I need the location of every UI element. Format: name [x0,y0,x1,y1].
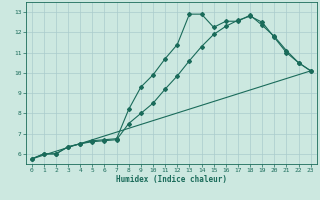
X-axis label: Humidex (Indice chaleur): Humidex (Indice chaleur) [116,175,227,184]
